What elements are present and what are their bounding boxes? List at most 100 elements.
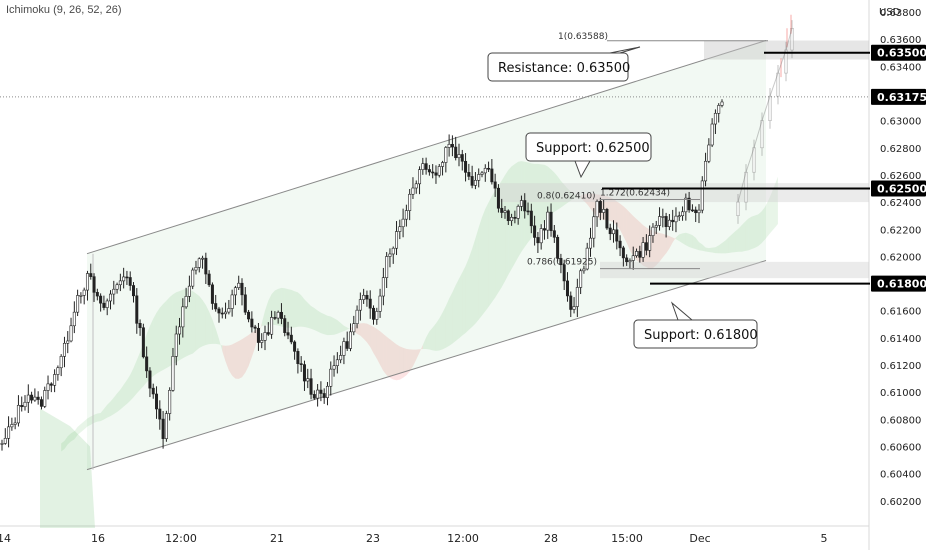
cloud-segment [304,299,308,328]
candle-body [319,389,323,394]
last-price-label: 0.63175 [877,91,927,104]
cloud-segment [363,323,367,343]
cloud-segment [399,346,404,380]
candle-body [345,341,349,349]
callout-box [633,319,758,349]
candle-body [556,236,560,259]
candle-body [654,225,658,228]
candle-body [427,169,431,173]
cloud-segment [209,311,213,345]
candle-body [161,418,165,439]
cloud-segment [551,169,555,215]
fib-labels: 1(0.63588) 0.8(0.62410) 1.272(0.62434) 0.78… [527,32,768,270]
candle-body [247,311,251,320]
cloud-segment [189,289,193,355]
cloud-segment [166,297,170,369]
candle-body [174,333,178,357]
level-tag [871,275,926,292]
candle-body [293,341,297,352]
level-tag-label: 0.62500 [877,183,927,196]
cloud-segment [406,348,410,376]
candle-body [671,219,675,223]
candle-body [575,287,579,307]
candle-body [286,332,290,336]
cloud-segment [435,318,440,351]
candle-body [631,255,635,261]
candle-body [552,230,556,238]
cloud-segment [672,237,676,243]
candle-body [348,331,352,349]
candle-body [115,284,119,290]
cloud-segment [297,292,302,327]
candle-body [49,383,53,386]
candle-body [447,143,451,148]
cloud-segment [613,199,617,226]
indicator-label[interactable]: Ichimoku (9, 26, 52, 26) [6,4,122,16]
y-tick-label: 0.62800 [880,144,921,155]
currency-label: USD [879,7,901,18]
candle-body [388,253,392,257]
cloud-segment [403,347,407,378]
candle-body [339,355,343,361]
candle-body [135,295,139,324]
cloud-segment [771,185,775,232]
candle-body [667,219,671,227]
candle-body [638,251,642,258]
cloud-segment [380,331,384,371]
cloud-segment [547,166,552,218]
cloud-segment [623,206,627,243]
cloud-segment [445,298,450,348]
candle-body [178,326,182,335]
channel-lower-line [86,260,767,471]
cloud-segment [412,349,417,367]
y-tick-label: 0.61000 [880,388,921,399]
candle-body [460,154,464,162]
candle-body [266,332,270,335]
candle-body [424,163,428,170]
candle-body [720,101,724,106]
candle-body [296,351,300,364]
candle-body [184,296,188,308]
candle-body [224,311,228,315]
candle-body [490,168,494,183]
candle-body [181,306,185,328]
candle-body [158,408,162,420]
cloud-segment [465,257,469,333]
candles [0,14,794,451]
candle-body [217,308,221,314]
candle-body [138,323,142,329]
level-tags: 0.63500 0.62500 0.61800 0.63175 [602,44,927,292]
candle-body [207,273,211,286]
cloud-segment [429,327,433,351]
candle-body [56,367,60,375]
cloud-segment [774,176,778,228]
cloud-segment [689,233,693,249]
candle-body [72,311,76,327]
cloud-segment [511,164,515,269]
cloud-segment [232,342,236,379]
cloud-segment [159,304,164,372]
cloud-segment [67,433,72,445]
y-tick-label: 0.62600 [880,171,921,182]
cloud-segment [669,236,673,249]
y-tick-label: 0.60800 [880,415,921,426]
callout-box [487,52,629,82]
candle-body [309,378,313,395]
candle-body [437,166,441,176]
cloud-segment [583,193,588,205]
fib-label: 1(0.63588) [558,32,608,42]
y-tick-label: 0.60400 [880,470,921,481]
candle-body [335,359,339,366]
candle-body [625,257,629,263]
candle-body [151,387,155,395]
candle-body [454,146,458,159]
candle-body [95,292,99,297]
cloud-segment [685,232,690,247]
candle-body [59,356,63,369]
cloud-segment [251,330,256,358]
projected-candle-body [776,72,780,97]
cloud-segment [610,197,614,223]
cloud-segment [205,304,210,345]
candle-body [516,206,520,219]
